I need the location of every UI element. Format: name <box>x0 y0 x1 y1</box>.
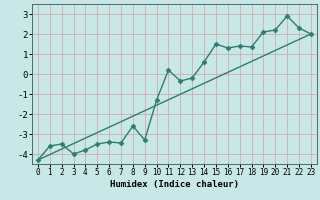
X-axis label: Humidex (Indice chaleur): Humidex (Indice chaleur) <box>110 180 239 189</box>
